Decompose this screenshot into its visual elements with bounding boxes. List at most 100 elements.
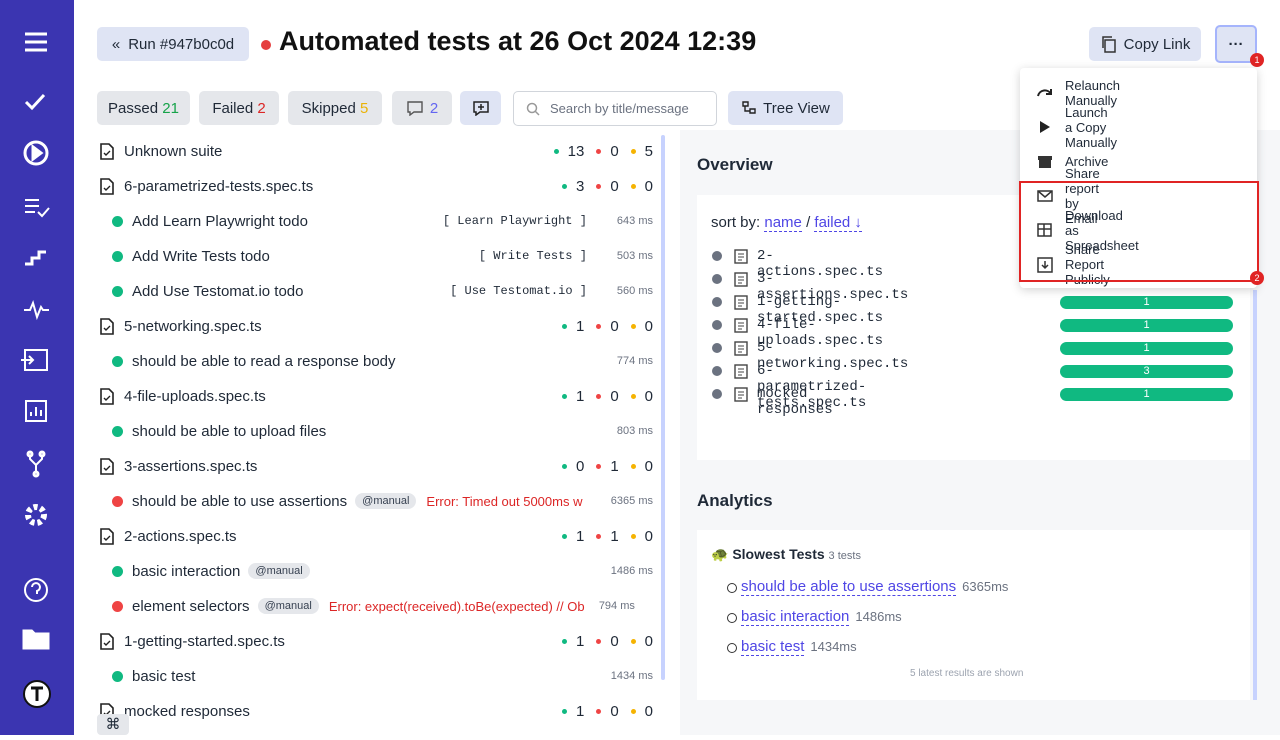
menu-item[interactable]: Archive <box>1036 150 1108 174</box>
shortcut-key[interactable]: ⌘ <box>97 714 129 735</box>
test-row[interactable]: basic interaction @manual 1486 ms <box>97 554 653 588</box>
suite-count: 1 <box>575 527 585 545</box>
menu-icon <box>1036 256 1054 274</box>
test-row[interactable]: Add Learn Playwright todo [ Learn Playwri… <box>97 204 653 238</box>
test-param: [ Learn Playwright ] <box>442 214 587 228</box>
menu-icon <box>1036 153 1054 171</box>
run-button[interactable]: «Run #947b0c0d <box>97 27 249 61</box>
item-circle <box>727 613 737 623</box>
clipboard-icon <box>734 340 748 361</box>
test-row[interactable]: should be able to use assertions @manual E… <box>97 484 653 518</box>
test-name: basic interaction <box>132 562 241 580</box>
test-duration: 643 ms <box>616 215 653 227</box>
menu-icon <box>1036 187 1054 205</box>
status-icon <box>112 285 123 297</box>
suite-row[interactable]: 2-actions.spec.ts 1 1 0 <box>97 519 653 553</box>
status-icon <box>112 425 123 437</box>
step-badge: 1 <box>1250 53 1264 67</box>
filter-label: Skipped <box>301 99 356 117</box>
sort-option[interactable]: failed ↓ <box>814 214 862 232</box>
copy-icon <box>1101 36 1116 53</box>
status-dot <box>596 533 602 539</box>
sort-separator: / <box>806 214 811 231</box>
test-row[interactable]: should be able to upload files 803 ms <box>97 414 653 448</box>
copy-link-label: Copy Link <box>1123 35 1191 53</box>
menu-item[interactable]: Share report by Email <box>1036 166 1100 226</box>
test-row[interactable]: Add Use Testomat.io todo [ Use Testomat.i… <box>97 274 653 308</box>
menu-item[interactable]: Download as Spreadsheet <box>1036 208 1139 253</box>
test-name: Add Write Tests todo <box>132 247 270 265</box>
run-label: Run #947b0c0d <box>128 35 235 53</box>
add-comment-button[interactable] <box>460 91 501 125</box>
tree-view-label: Tree View <box>763 99 830 117</box>
suite-count: 0 <box>644 387 653 405</box>
analytics-title: Analytics <box>697 491 773 510</box>
suite-row[interactable]: 1-getting-started.spec.ts 1 0 0 <box>97 624 653 658</box>
status-dot <box>630 148 636 154</box>
filter-label: Failed <box>212 99 254 117</box>
test-row[interactable]: should be able to read a response body 77… <box>97 344 653 378</box>
scrollbar <box>661 135 665 680</box>
status-dot <box>630 393 636 399</box>
menu-label: Launch a Copy Manually <box>1065 104 1118 150</box>
clipboard-icon <box>734 294 748 315</box>
file-dot <box>712 274 722 284</box>
suite-icon <box>100 177 114 195</box>
item-circle <box>727 643 737 653</box>
clipboard-icon <box>734 271 748 292</box>
suite-count: 13 <box>567 142 585 160</box>
status-dot <box>630 323 636 329</box>
file-icon <box>100 527 114 545</box>
suite-row[interactable]: 4-file-uploads.spec.ts 1 0 0 <box>97 379 653 413</box>
sort-option[interactable]: name <box>764 214 802 232</box>
comments-filter[interactable]: 2 <box>392 91 452 125</box>
menu-item[interactable]: Share Report Publicly <box>1036 242 1110 287</box>
passed-filter[interactable]: Passed 21 <box>97 91 190 125</box>
status-icon <box>112 670 123 682</box>
status-dot <box>596 323 602 329</box>
tree-view-button[interactable]: Tree View <box>728 91 843 125</box>
slow-test-link[interactable]: basic interaction <box>741 608 850 626</box>
copy-link-button[interactable]: Copy Link <box>1089 27 1201 61</box>
suite-count: 0 <box>610 702 619 720</box>
slow-test-link[interactable]: should be able to use assertions <box>741 578 957 596</box>
analytics-note: 5 latest results are shown <box>910 668 1024 679</box>
suite-count: 1 <box>610 457 619 475</box>
suite-row[interactable]: 3-assertions.spec.ts 0 1 0 <box>97 449 653 483</box>
status-dot <box>596 148 602 154</box>
slowest-header: 🐢 Slowest Tests 3 tests <box>711 546 861 562</box>
suite-count: 1 <box>575 702 585 720</box>
status-dot <box>596 183 602 189</box>
status-dot <box>596 708 602 714</box>
menu-label: Share report by Email <box>1065 165 1100 226</box>
status-dot <box>630 463 636 469</box>
file-icon <box>100 177 114 195</box>
suite-row[interactable]: 6-parametrized-tests.spec.ts 3 0 0 <box>97 169 653 203</box>
test-row[interactable]: element selectors @manual Error: expect(re… <box>97 589 653 623</box>
menu-item[interactable]: Relaunch Manually <box>1036 78 1120 108</box>
file-dot <box>712 366 722 376</box>
slow-test-time: 6365ms <box>962 579 1009 594</box>
file-name: 6-parametrized-tests.spec.ts <box>757 363 867 411</box>
suite-count: 0 <box>610 317 619 335</box>
suite-icon <box>100 317 114 335</box>
skipped-filter[interactable]: Skipped 5 <box>288 91 382 125</box>
menu-item[interactable]: Launch a Copy Manually <box>1036 105 1117 150</box>
item-circle <box>727 583 737 593</box>
suite-count: 0 <box>644 177 653 195</box>
failed-filter[interactable]: Failed 2 <box>199 91 279 125</box>
file-name: mocked responses <box>757 386 833 418</box>
search-input[interactable]: Search by title/message <box>513 91 717 126</box>
suite-row[interactable]: mocked responses 1 0 0 <box>97 694 653 728</box>
suite-row[interactable]: Unknown suite 13 0 5 <box>97 134 653 168</box>
search-placeholder: Search by title/message <box>550 101 689 116</box>
slow-test-link[interactable]: basic test <box>741 638 805 656</box>
test-row[interactable]: basic test 1434 ms <box>97 659 653 693</box>
suite-row[interactable]: 5-networking.spec.ts 1 0 0 <box>97 309 653 343</box>
slow-test-time: 1434ms <box>810 639 857 654</box>
test-row[interactable]: Add Write Tests todo [ Write Tests ] 503 m… <box>97 239 653 273</box>
suite-count: 0 <box>644 527 653 545</box>
status-dot <box>561 183 567 189</box>
test-tag: @manual <box>248 563 310 579</box>
status-icon <box>112 565 123 577</box>
